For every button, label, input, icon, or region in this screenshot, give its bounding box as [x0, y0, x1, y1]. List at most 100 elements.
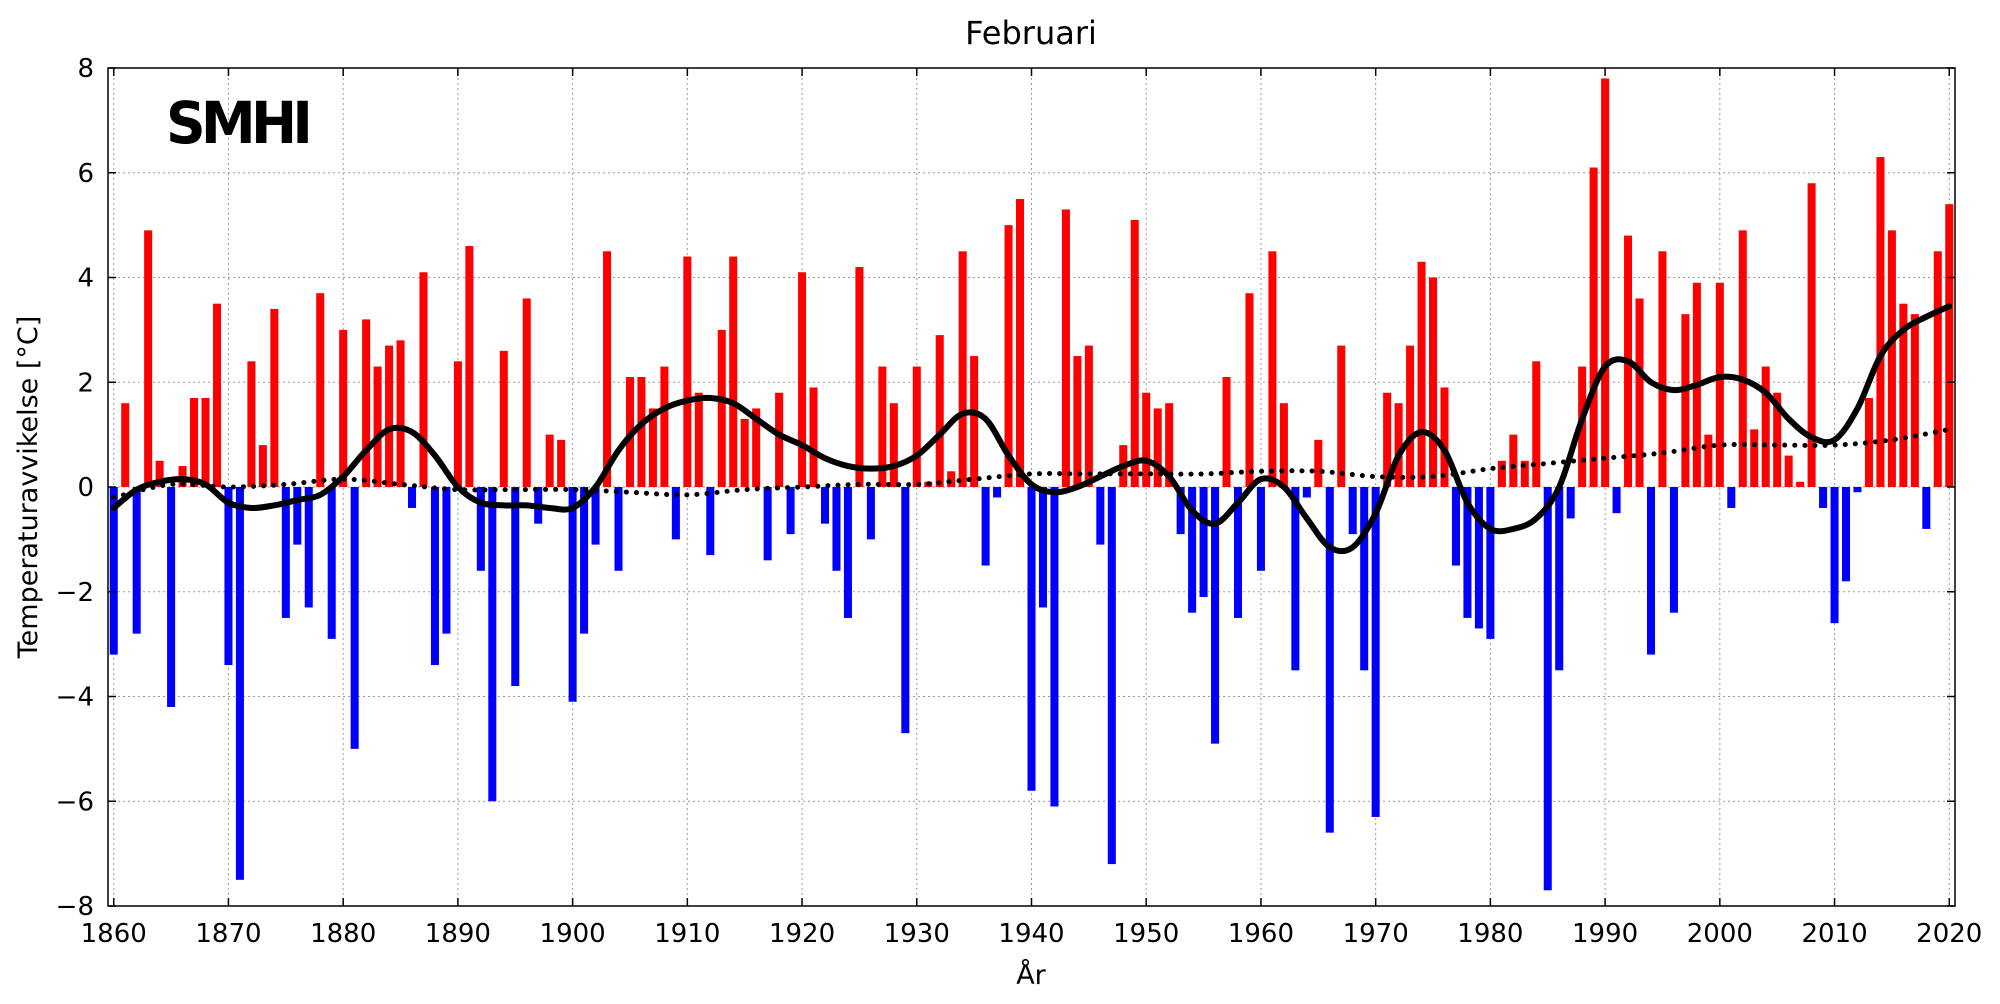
bar-1926 [866, 487, 875, 540]
bar-1963 [1291, 487, 1300, 671]
bar-1910 [683, 256, 692, 487]
bar-1962 [1279, 403, 1288, 487]
bar-1960 [1256, 487, 1265, 571]
bar-2016 [1899, 303, 1908, 487]
bar-1917 [763, 487, 772, 561]
bar-1959 [1245, 293, 1254, 487]
bar-1894 [499, 350, 508, 487]
bar-1980 [1486, 487, 1495, 639]
bar-1860 [109, 487, 118, 655]
bar-1943 [1061, 209, 1070, 487]
bar-1930 [912, 366, 921, 487]
bar-1891 [465, 246, 474, 487]
bar-2006 [1784, 455, 1793, 487]
bar-1900 [568, 487, 577, 702]
x-tick-label: 1980 [1457, 919, 1523, 949]
bar-1864 [155, 460, 164, 487]
x-tick-label: 1910 [654, 919, 720, 949]
bar-1949 [1130, 219, 1139, 487]
bar-1921 [809, 387, 818, 487]
bar-1861 [121, 403, 130, 487]
bar-1934 [958, 251, 967, 487]
x-tick-label: 2020 [1916, 919, 1982, 949]
x-tick-label: 1860 [81, 919, 147, 949]
y-tick-label: 0 [77, 473, 94, 503]
bar-1989 [1589, 167, 1598, 487]
bar-1918 [775, 392, 784, 487]
y-axis-label: Temperaturavvikelse [°C] [13, 316, 44, 659]
bar-1999 [1704, 434, 1713, 487]
bar-1901 [580, 487, 589, 634]
bar-1923 [832, 487, 841, 571]
x-axis-label: År [1016, 959, 1046, 991]
line-layer [110, 303, 1953, 555]
bar-2011 [1842, 487, 1851, 582]
tick-layer: 1860 1870 1880 1890 1900 1910 1920 1930 1940 1950… [56, 54, 1983, 949]
bar-1996 [1669, 487, 1678, 613]
bar-1940 [1027, 487, 1036, 791]
bar-1928 [889, 403, 898, 487]
bar-1886 [407, 487, 417, 508]
bar-1904 [614, 487, 623, 571]
y-tick-label: 6 [77, 159, 94, 189]
bar-1874 [270, 308, 279, 487]
bar-1982 [1509, 434, 1518, 487]
bar-1907 [648, 408, 657, 487]
bar-1929 [901, 487, 910, 734]
bar-1912 [706, 487, 715, 556]
bar-1884 [385, 345, 394, 487]
bar-1911 [694, 392, 703, 487]
bar-1877 [304, 487, 313, 608]
bar-1887 [419, 272, 428, 487]
bar-1870 [224, 487, 233, 666]
bar-1924 [843, 487, 852, 618]
bar-1965 [1314, 439, 1323, 487]
x-tick-label: 1940 [998, 919, 1064, 949]
bar-1933 [947, 471, 956, 487]
bar-1986 [1555, 487, 1564, 671]
bar-1871 [235, 487, 244, 880]
bar-1981 [1497, 460, 1506, 487]
bar-1991 [1612, 487, 1621, 514]
bar-1938 [1004, 225, 1013, 487]
bar-1969 [1360, 487, 1369, 671]
bar-1945 [1084, 345, 1093, 487]
bar-1869 [212, 303, 221, 487]
y-tick-label: −4 [56, 683, 94, 713]
bar-1961 [1268, 251, 1277, 487]
x-tick-label: 1900 [540, 919, 606, 949]
x-tick-label: 1970 [1343, 919, 1409, 949]
bar-1927 [878, 366, 887, 487]
bar-1908 [660, 366, 669, 487]
bar-1898 [545, 434, 554, 487]
bar-1878 [316, 293, 325, 487]
x-tick-label: 1930 [884, 919, 950, 949]
bar-1951 [1153, 408, 1162, 487]
bar-2013 [1864, 397, 1873, 487]
bar-1882 [362, 319, 371, 487]
chart-title: Februari [965, 14, 1097, 52]
smoothed-curve [110, 303, 1953, 555]
bar-1876 [293, 487, 302, 545]
y-tick-label: 8 [77, 54, 94, 84]
bar-2012 [1853, 487, 1862, 493]
bar-1973 [1406, 345, 1415, 487]
bar-1939 [1016, 198, 1025, 487]
bar-1950 [1142, 392, 1151, 487]
bar-1868 [201, 397, 210, 487]
bar-2000 [1715, 282, 1724, 487]
x-tick-label: 1920 [769, 919, 835, 949]
bar-1997 [1681, 314, 1690, 487]
bar-1977 [1451, 487, 1460, 566]
y-tick-label: 4 [77, 264, 94, 294]
bar-1875 [281, 487, 290, 618]
bar-1925 [855, 267, 864, 487]
bar-1873 [258, 445, 267, 487]
bar-1880 [339, 329, 348, 487]
bar-2007 [1796, 481, 1805, 487]
bar-1903 [603, 251, 612, 487]
bar-1863 [144, 230, 153, 488]
x-tick-label: 1960 [1228, 919, 1294, 949]
bar-2001 [1727, 487, 1736, 508]
